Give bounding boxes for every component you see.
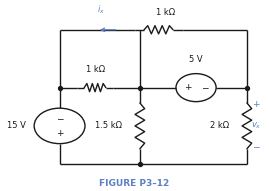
Text: +: + — [184, 83, 191, 92]
Text: 1.5 kΩ: 1.5 kΩ — [95, 121, 122, 130]
Text: $i_x$: $i_x$ — [97, 3, 105, 16]
Text: FIGURE P3–12: FIGURE P3–12 — [99, 179, 170, 189]
Text: −: − — [201, 83, 208, 92]
Text: $v_x$: $v_x$ — [251, 121, 261, 131]
Text: 2 kΩ: 2 kΩ — [210, 121, 229, 130]
Text: +: + — [56, 129, 63, 138]
Text: 1 kΩ: 1 kΩ — [86, 65, 105, 74]
Text: 15 V: 15 V — [7, 121, 26, 130]
Text: 5 V: 5 V — [189, 55, 203, 64]
Text: 1 kΩ: 1 kΩ — [156, 8, 175, 17]
Text: −: − — [56, 114, 63, 123]
Text: −: − — [253, 142, 260, 151]
Text: +: + — [253, 100, 260, 109]
